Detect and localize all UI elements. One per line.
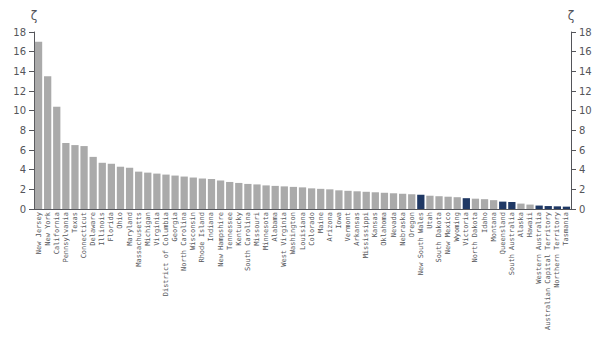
svg-text:Arkansas: Arkansas [353,212,361,246]
svg-text:Nebraska: Nebraska [399,212,407,246]
svg-text:2: 2 [20,184,26,195]
svg-text:Arizona: Arizona [326,212,334,242]
svg-text:Florida: Florida [107,212,115,242]
svg-text:2: 2 [579,184,585,195]
svg-text:South Carolina: South Carolina [244,212,252,271]
svg-text:Maryland: Maryland [126,212,134,246]
svg-text:Connecticut: Connecticut [80,212,88,258]
svg-text:10: 10 [13,105,26,116]
svg-text:Missouri: Missouri [253,212,261,246]
svg-text:10: 10 [579,105,592,116]
svg-text:New South Wales: New South Wales [417,212,425,275]
svg-text:Colorado: Colorado [308,212,316,246]
svg-text:South Australia: South Australia [508,212,516,275]
svg-text:Washington: Washington [289,212,297,254]
svg-text:Vermont: Vermont [344,212,352,242]
svg-text:West Virginia: West Virginia [280,212,288,267]
svg-text:Northern Territory: Northern Territory [553,212,561,288]
svg-text:Michigan: Michigan [144,212,152,246]
svg-text:ζ: ζ [31,9,38,23]
svg-text:Utah: Utah [426,212,434,229]
svg-text:Tennessee: Tennessee [226,212,234,250]
svg-text:Western Australia: Western Australia [535,212,543,284]
svg-text:South Dakota: South Dakota [435,212,443,263]
svg-text:Rhode Island: Rhode Island [198,212,206,263]
svg-text:Kansas: Kansas [371,212,379,237]
svg-text:Queensland: Queensland [499,212,507,254]
svg-text:Wyoming: Wyoming [453,212,461,242]
svg-text:Maine: Maine [317,212,325,233]
svg-text:Louisiana: Louisiana [299,212,307,250]
svg-text:18: 18 [579,27,592,38]
svg-text:California: California [53,212,61,254]
svg-text:North Dakota: North Dakota [471,212,479,263]
svg-text:0: 0 [20,204,26,215]
svg-text:14: 14 [579,66,592,77]
svg-text:ζ: ζ [568,9,575,23]
svg-text:District of Columbia: District of Columbia [162,212,170,296]
svg-text:Delaware: Delaware [89,212,97,246]
svg-text:Illinois: Illinois [98,212,106,246]
svg-text:Montana: Montana [490,212,498,242]
svg-text:Nevada: Nevada [390,212,398,237]
svg-text:North Carolina: North Carolina [180,212,188,271]
svg-text:Australian Capital Territory: Australian Capital Territory [544,212,552,330]
svg-text:Wisconsin: Wisconsin [189,212,197,250]
svg-text:Texas: Texas [71,212,79,233]
svg-text:New York: New York [44,211,52,246]
svg-text:12: 12 [13,86,26,97]
svg-text:Minnesota: Minnesota [262,212,270,250]
svg-text:6: 6 [579,145,585,156]
svg-text:Idaho: Idaho [481,212,489,233]
svg-text:6: 6 [20,145,26,156]
svg-text:Tasmania: Tasmania [562,212,570,246]
svg-text:8: 8 [579,125,585,136]
svg-text:New Hampshire: New Hampshire [217,212,225,267]
svg-text:14: 14 [13,66,26,77]
svg-text:Kentucky: Kentucky [235,212,243,246]
svg-text:Pennsylvania: Pennsylvania [62,212,70,263]
svg-text:Victoria: Victoria [462,212,470,246]
svg-text:12: 12 [579,86,592,97]
svg-text:Alabama: Alabama [271,212,279,242]
svg-text:Mississippi: Mississippi [362,212,370,258]
svg-text:4: 4 [20,164,26,175]
svg-text:16: 16 [13,46,26,57]
svg-text:Massachusetts: Massachusetts [135,212,143,267]
svg-text:Indiana: Indiana [207,212,215,242]
svg-text:Hawaii: Hawaii [526,212,534,237]
svg-text:4: 4 [579,164,585,175]
svg-text:8: 8 [20,125,26,136]
svg-text:New Mexico: New Mexico [444,212,452,254]
svg-text:Alaska: Alaska [517,212,525,237]
svg-text:16: 16 [579,46,592,57]
svg-text:Oregon: Oregon [408,212,416,237]
svg-text:Ohio: Ohio [116,212,124,229]
svg-text:New Jersey: New Jersey [35,212,43,254]
svg-text:Iowa: Iowa [335,212,343,229]
svg-text:Georgia: Georgia [171,212,179,242]
svg-text:Oklahoma: Oklahoma [380,212,388,246]
svg-text:18: 18 [13,27,26,38]
svg-text:0: 0 [579,204,585,215]
svg-text:Virginia: Virginia [153,212,161,246]
